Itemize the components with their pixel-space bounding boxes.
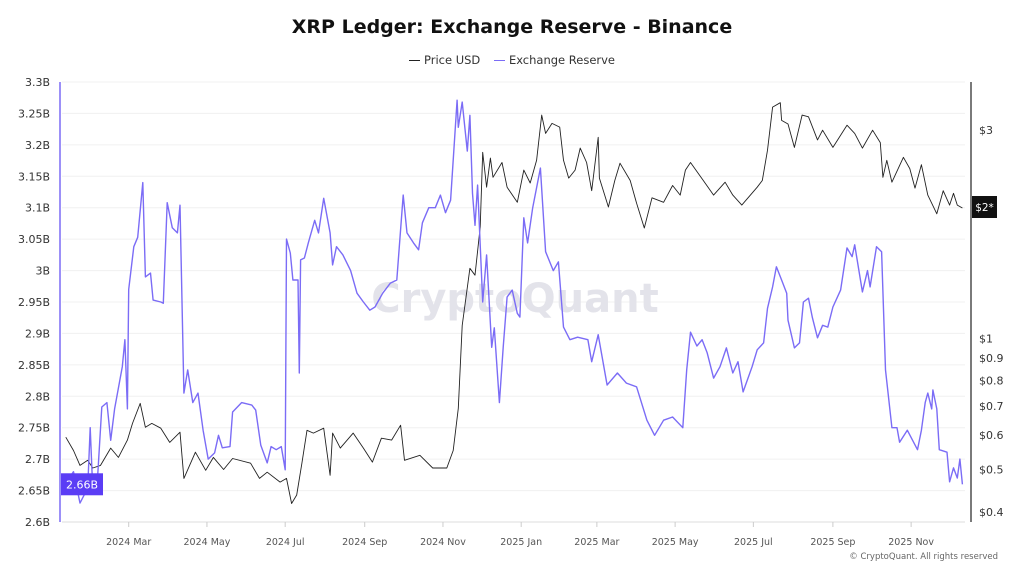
x-tick-label: 2024 Sep — [342, 537, 387, 548]
y-right-tick-label: $0.9 — [979, 352, 1004, 365]
y-left-tick-label: 2.85B — [18, 359, 50, 372]
x-tick-label: 2024 Nov — [420, 537, 466, 548]
y-right-tick-label: $3 — [979, 124, 993, 137]
x-tick-label: 2025 Sep — [810, 537, 855, 548]
x-tick-label: 2025 Jan — [500, 537, 542, 548]
y-left-tick-label: 2.8B — [25, 390, 50, 403]
y-right-tick-label: $0.8 — [979, 375, 1004, 388]
y-left-tick-label: 2.65B — [18, 485, 50, 498]
current-price-badge — [972, 196, 997, 219]
y-right-tick-label: $0.7 — [979, 400, 1004, 413]
y-left-tick-label: 2.6B — [25, 516, 50, 529]
legend-label-price: Price USD — [423, 53, 481, 68]
legend-label-reserve: Exchange Reserve — [508, 53, 616, 68]
x-tick-label: 2025 Nov — [888, 537, 934, 548]
price-usd-line — [65, 102, 963, 504]
y-right-tick-label: $0.6 — [979, 429, 1004, 442]
legend: Price USD Exchange Reserve — [0, 50, 1024, 67]
y-left-tick-label: 3.2B — [25, 139, 50, 152]
y-right-tick-label: $1 — [979, 332, 993, 345]
y-left-tick-label: 3.1B — [25, 202, 50, 215]
y-left-tick-label: 2.9B — [25, 327, 50, 340]
legend-item-reserve[interactable]: Exchange Reserve — [493, 53, 616, 68]
watermark: CryptoQuant — [371, 276, 658, 322]
y-left-tick-label: 3.25B — [18, 107, 50, 120]
chart-title: XRP Ledger: Exchange Reserve - Binance — [291, 16, 733, 38]
axes: 2.6B 2.65B 2.7B 2.75B 2.8B 2.85B 2.9B 2.95B 3B 3.… — [18, 76, 1004, 548]
series-lines — [65, 99, 964, 504]
current-reserve-badge-label: 2.66B — [66, 478, 98, 491]
x-tick-label: 2025 May — [652, 537, 699, 548]
y-left-tick-label: 3B — [35, 265, 50, 278]
current-reserve-badge — [61, 473, 103, 496]
current-price-badge-label: $2* — [975, 202, 994, 214]
y-left-tick-label: 3.05B — [18, 233, 50, 246]
x-tick-label: 2024 May — [184, 537, 231, 548]
copyright-footer: © CryptoQuant. All rights reserved — [849, 552, 998, 562]
x-tick-label: 2024 Mar — [106, 537, 151, 548]
y-right-tick-label: $0.4 — [979, 506, 1004, 519]
legend-item-price[interactable]: Price USD — [408, 53, 481, 68]
y-left-tick-label: 3.15B — [18, 170, 50, 183]
legend-swatch-price — [408, 59, 420, 61]
gridlines — [62, 81, 965, 523]
exchange-reserve-line — [65, 99, 964, 504]
legend-swatch-reserve — [493, 59, 505, 61]
y-left-tick-label: 2.75B — [18, 422, 50, 435]
x-tick-label: 2025 Jul — [734, 537, 773, 548]
y-left-tick-label: 2.95B — [18, 296, 50, 309]
x-tick-label: 2024 Jul — [266, 537, 305, 548]
x-tick-label: 2025 Mar — [574, 537, 619, 548]
y-left-tick-label: 2.7B — [25, 453, 50, 466]
y-right-tick-label: $0.5 — [979, 464, 1004, 477]
y-left-tick-label: 3.3B — [25, 76, 50, 89]
